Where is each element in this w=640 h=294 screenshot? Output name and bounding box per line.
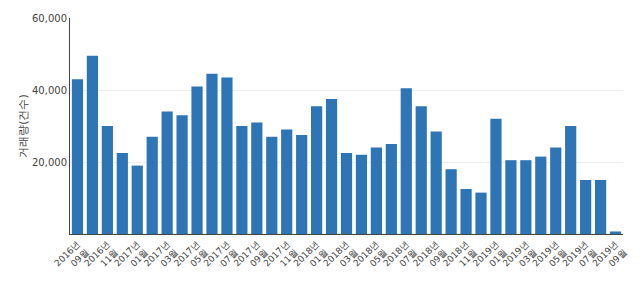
svg-text:2019년01월: 2019년01월	[471, 239, 509, 277]
svg-text:20,000: 20,000	[32, 157, 67, 168]
svg-text:2018년05월: 2018년05월	[351, 239, 389, 277]
svg-text:2018년01월: 2018년01월	[292, 239, 330, 277]
svg-text:2019년09월: 2019년09월	[590, 239, 628, 277]
svg-text:40,000: 40,000	[32, 85, 67, 96]
svg-text:2017년07월: 2017년07월	[202, 239, 240, 277]
svg-text:2017년01월: 2017년01월	[112, 239, 150, 277]
svg-text:2018년03월: 2018년03월	[321, 239, 359, 277]
svg-text:2017년11월: 2017년11월	[262, 239, 300, 277]
svg-text:2018년11월: 2018년11월	[441, 239, 479, 277]
svg-text:2017년05월: 2017년05월	[172, 239, 210, 277]
svg-text:2017년09월: 2017년09월	[232, 239, 270, 277]
svg-text:2016년11월: 2016년11월	[82, 239, 120, 277]
svg-text:2019년03월: 2019년03월	[501, 239, 539, 277]
svg-text:2018년09월: 2018년09월	[411, 239, 449, 277]
svg-text:거래량(건수): 거래량(건수)	[17, 94, 30, 158]
svg-text:60,000: 60,000	[32, 13, 67, 24]
svg-text:2018년07월: 2018년07월	[381, 239, 419, 277]
svg-text:2017년03월: 2017년03월	[142, 239, 180, 277]
svg-text:2016년09월: 2016년09월	[52, 239, 90, 277]
svg-text:2019년07월: 2019년07월	[561, 239, 599, 277]
svg-text:2019년05월: 2019년05월	[531, 239, 569, 277]
